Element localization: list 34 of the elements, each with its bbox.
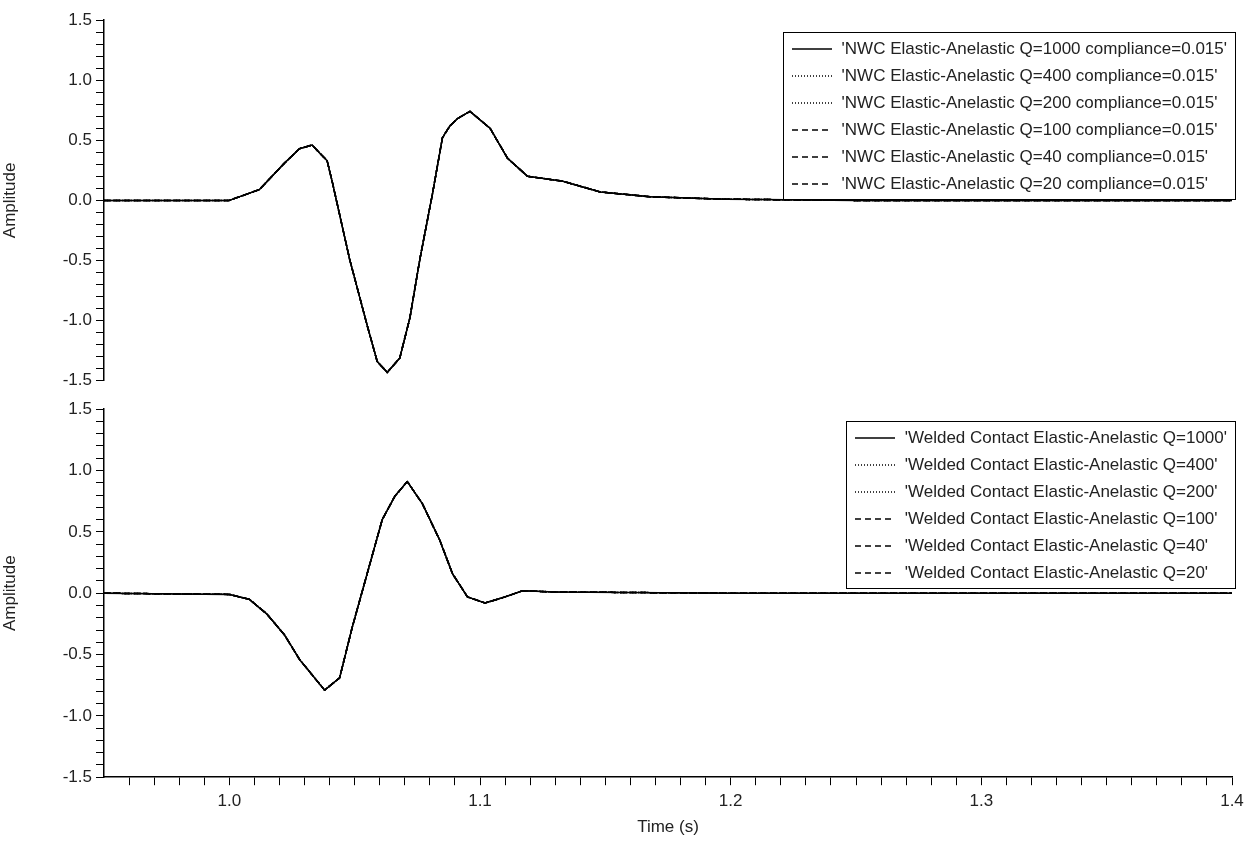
x-tick-label: 1.2: [718, 791, 743, 811]
x-tick-label: 1.4: [1220, 791, 1244, 811]
x-tick-label: 1.1: [468, 791, 492, 811]
y-tick-label: 1.5: [68, 9, 92, 29]
legend-label: 'NWC Elastic-Anelastic Q=400 compliance=0.015': [841, 65, 1218, 86]
x-tick-label: 1.3: [969, 791, 994, 811]
y-tick-label: 1.0: [68, 460, 92, 480]
y-tick-label: 0.5: [68, 129, 92, 149]
x-axis-title: Time (s): [637, 817, 699, 837]
legend-label: 'NWC Elastic-Anelastic Q=20 compliance=0.015': [841, 173, 1209, 194]
y-tick-label: -1.0: [62, 705, 92, 725]
legend-label: 'Welded Contact Elastic-Anelastic Q=1000': [904, 427, 1227, 448]
legend-label: 'NWC Elastic-Anelastic Q=100 compliance=0.015': [841, 119, 1218, 140]
y-tick-label: -1.5: [62, 766, 92, 786]
legend-label: 'NWC Elastic-Anelastic Q=40 compliance=0.015': [841, 146, 1209, 167]
y-tick-label: -0.5: [62, 250, 92, 270]
legend-label: 'NWC Elastic-Anelastic Q=1000 compliance=0.015': [841, 38, 1227, 59]
y-tick-label: 1.0: [68, 69, 92, 89]
legend-label: 'Welded Contact Elastic-Anelastic Q=100': [904, 508, 1218, 529]
y-tick-label: 0.0: [68, 190, 92, 210]
y-axis-title: Amplitude: [0, 162, 19, 239]
legend-label: 'Welded Contact Elastic-Anelastic Q=200': [904, 481, 1218, 502]
y-tick-label: 0.0: [68, 582, 92, 602]
legend-label: 'Welded Contact Elastic-Anelastic Q=400': [904, 454, 1218, 475]
y-tick-label: 1.5: [68, 398, 92, 418]
legend-label: 'Welded Contact Elastic-Anelastic Q=20': [904, 562, 1209, 583]
y-tick-label: -1.0: [62, 310, 92, 330]
y-axis-title: Amplitude: [0, 555, 19, 631]
legend-label: 'NWC Elastic-Anelastic Q=200 compliance=0.015': [841, 92, 1218, 113]
legend-label: 'Welded Contact Elastic-Anelastic Q=40': [904, 535, 1209, 556]
y-tick-label: -1.5: [62, 370, 92, 390]
x-tick-label: 1.0: [217, 791, 242, 811]
y-tick-label: 0.5: [68, 521, 92, 541]
y-tick-label: -0.5: [62, 644, 92, 664]
